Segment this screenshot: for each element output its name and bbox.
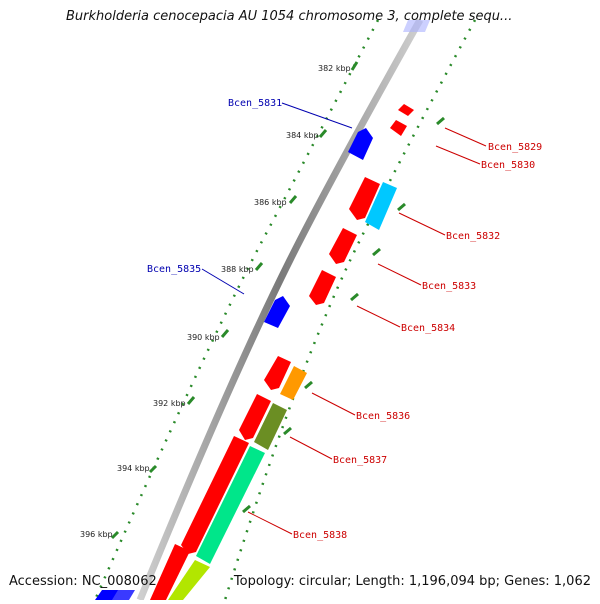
gene-Bcen_5834[interactable] (309, 270, 336, 305)
outer-ring-ticks (242, 116, 445, 514)
gene-label-Bcen_5838[interactable]: Bcen_5838 (293, 530, 347, 541)
gene-labels: Bcen_5831 Bcen_5835 Bcen_5829 Bcen_5830 … (147, 98, 542, 541)
gene-label-Bcen_5831[interactable]: Bcen_5831 (228, 98, 282, 109)
chromosome-backbone (136, 18, 424, 602)
gene-bottom-red (150, 544, 190, 600)
gene-Bcen_5833[interactable] (329, 228, 357, 264)
gene-bottom-blue-2 (112, 590, 135, 600)
gene-Bcen_5830[interactable] (390, 120, 407, 136)
faded-feature (403, 20, 430, 32)
gene-bottom-yellowgreen (168, 560, 210, 600)
leader-Bcen_5829 (444, 127, 487, 147)
gene-Bcen_5836[interactable] (264, 356, 291, 390)
leader-Bcen_5830 (435, 145, 481, 165)
gene-Bcen_5836-orange (280, 366, 307, 400)
gene-label-Bcen_5830[interactable]: Bcen_5830 (481, 160, 535, 171)
map-title: Burkholderia cenocepacia AU 1054 chromos… (66, 9, 513, 24)
gene-label-Bcen_5833[interactable]: Bcen_5833 (422, 281, 476, 292)
gene-Bcen_5831[interactable] (348, 128, 373, 160)
gene-Bcen_5832[interactable] (349, 177, 380, 220)
gene-label-Bcen_5836[interactable]: Bcen_5836 (356, 411, 410, 422)
tick-label: 394 kbp (117, 464, 150, 473)
gene-Bcen_5835[interactable] (264, 296, 290, 328)
leader-lines (201, 102, 487, 535)
tick-label: 396 kbp (80, 530, 113, 539)
leader-Bcen_5838 (247, 511, 293, 535)
tick-label: 388 kbp (221, 265, 254, 274)
tick-label: 382 kbp (318, 64, 351, 73)
tick-labels: 382 kbp 384 kbp 386 kbp 388 kbp 390 kbp … (80, 64, 351, 539)
gene-label-Bcen_5834[interactable]: Bcen_5834 (401, 323, 455, 334)
genome-summary: Topology: circular; Length: 1,196,094 bp… (233, 574, 591, 589)
gene-Bcen_5838[interactable] (181, 436, 249, 554)
top-features (403, 20, 430, 32)
gene-Bcen_5838-green (196, 446, 265, 564)
gene-label-Bcen_5835[interactable]: Bcen_5835 (147, 264, 201, 275)
leader-Bcen_5832 (398, 212, 446, 236)
leader-Bcen_5833 (377, 263, 422, 286)
leader-Bcen_5831 (281, 102, 353, 129)
reverse-features (150, 104, 414, 600)
leader-Bcen_5835 (201, 268, 245, 295)
gene-Bcen_5837[interactable] (239, 394, 271, 440)
accession-text: Accession: NC_008062 (9, 574, 157, 589)
gene-Bcen_5832-cyan (365, 182, 397, 230)
leader-Bcen_5837 (289, 436, 333, 460)
gene-label-Bcen_5832[interactable]: Bcen_5832 (446, 231, 500, 242)
tick-label: 390 kbp (187, 333, 220, 342)
gene-label-Bcen_5829[interactable]: Bcen_5829 (488, 142, 542, 153)
forward-features (95, 128, 373, 600)
tick-label: 386 kbp (254, 198, 287, 207)
outer-scale-dots (223, 19, 477, 601)
gene-Bcen_5829[interactable] (398, 104, 414, 116)
major-ticks (110, 61, 359, 540)
leader-Bcen_5836 (311, 392, 356, 416)
gene-label-Bcen_5837[interactable]: Bcen_5837 (333, 455, 387, 466)
tick-label: 384 kbp (286, 131, 319, 140)
tick-label: 392 kbp (153, 399, 186, 408)
gene-Bcen_5837-olive (254, 403, 287, 450)
leader-Bcen_5834 (356, 305, 401, 328)
